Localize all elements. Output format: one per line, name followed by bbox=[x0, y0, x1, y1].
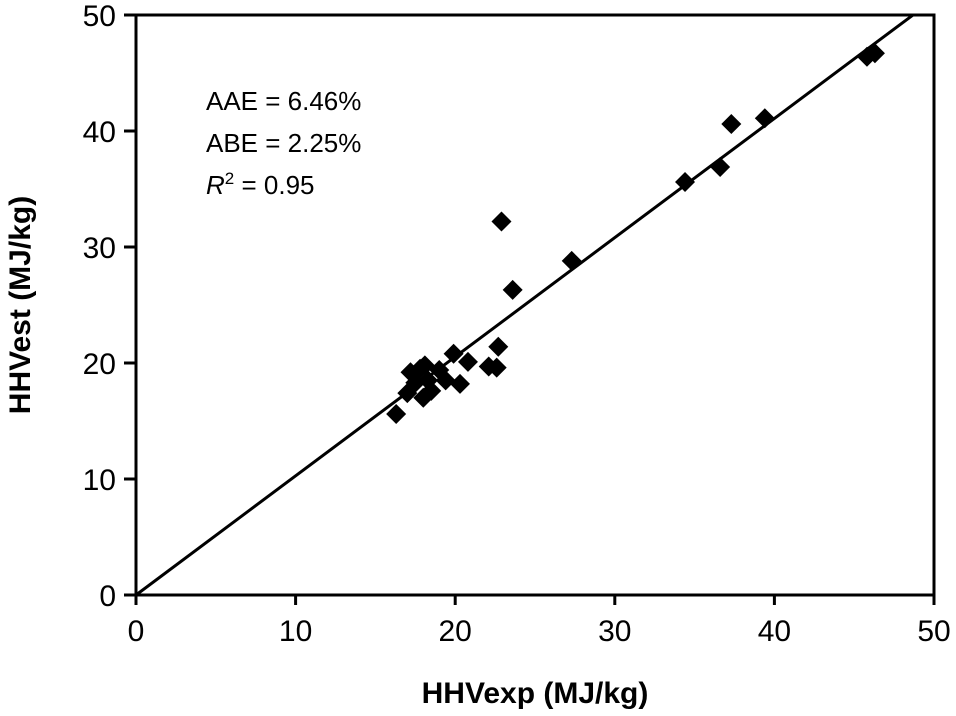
data-point bbox=[721, 114, 742, 135]
data-point bbox=[502, 279, 523, 300]
data-point bbox=[491, 211, 512, 232]
x-tick-label: 30 bbox=[598, 615, 631, 648]
data-point bbox=[488, 336, 509, 357]
x-tick-label: 40 bbox=[758, 615, 791, 648]
r2-superscript: 2 bbox=[225, 169, 234, 188]
data-point bbox=[710, 156, 731, 177]
y-tick-label: 50 bbox=[83, 0, 116, 33]
annotation-abe: ABE = 2.25% bbox=[206, 128, 361, 158]
x-tick-label: 10 bbox=[279, 615, 312, 648]
r2-symbol: R bbox=[206, 170, 225, 200]
x-tick-label: 50 bbox=[917, 615, 950, 648]
data-point bbox=[443, 343, 464, 364]
data-point bbox=[449, 373, 470, 394]
x-tick-label: 20 bbox=[439, 615, 472, 648]
plot-frame bbox=[134, 13, 936, 597]
data-point bbox=[386, 404, 407, 425]
y-tick-label: 0 bbox=[99, 580, 116, 613]
x-tick-label: 0 bbox=[128, 615, 145, 648]
data-point bbox=[486, 357, 507, 378]
y-tick-label: 20 bbox=[83, 348, 116, 381]
r2-value: = 0.95 bbox=[234, 170, 314, 200]
annotation-r2: R2 = 0.95 bbox=[206, 169, 314, 200]
y-axis-label: HHVest (MJ/kg) bbox=[4, 196, 37, 414]
data-point bbox=[675, 172, 696, 193]
data-point bbox=[457, 351, 478, 372]
data-point bbox=[561, 250, 582, 271]
x-axis-label: HHVexp (MJ/kg) bbox=[422, 677, 649, 710]
y-tick-label: 10 bbox=[83, 464, 116, 497]
y-tick-label: 40 bbox=[83, 116, 116, 149]
data-point bbox=[421, 380, 442, 401]
regression-line bbox=[135, 13, 915, 597]
annotation-aae: AAE = 6.46% bbox=[206, 86, 361, 116]
data-point bbox=[864, 43, 885, 64]
y-tick-label: 30 bbox=[83, 232, 116, 265]
data-point bbox=[754, 108, 775, 129]
data-point bbox=[435, 370, 456, 391]
